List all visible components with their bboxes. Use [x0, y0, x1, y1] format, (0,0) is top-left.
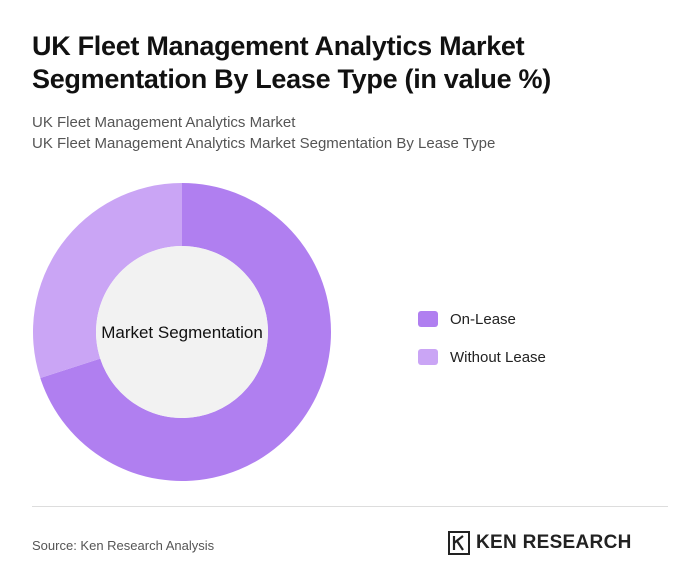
chart-title: UK Fleet Management Analytics Market Seg… [32, 31, 551, 94]
legend-swatch-on-lease [418, 311, 438, 327]
ken-research-logo: KEN RESEARCH [448, 531, 632, 555]
donut-hole [96, 246, 268, 418]
chart-legend: On-Lease Without Lease [418, 300, 546, 376]
donut-center-label: Market Segmentation [101, 323, 263, 342]
donut-chart: Market Segmentation [32, 183, 332, 481]
brand-name: KEN RESEARCH [476, 532, 632, 553]
source-note: Source: Ken Research Analysis [32, 538, 215, 553]
legend-label-on-lease: On-Lease [450, 310, 516, 328]
legend-label-without-lease: Without Lease [450, 348, 546, 366]
legend-item-without-lease: Without Lease [418, 338, 546, 376]
ken-research-k-logo-icon [448, 531, 470, 555]
legend-swatch-without-lease [418, 349, 438, 365]
donut-slice-without-lease [32, 183, 183, 379]
legend-item-on-lease: On-Lease [418, 300, 546, 338]
chart-subtitle-market: UK Fleet Management Analytics Market [32, 114, 296, 131]
chart-subtitle-segmentation: UK Fleet Management Analytics Market Seg… [32, 135, 496, 152]
footer-divider [32, 506, 668, 507]
donut-slice-on-lease [40, 183, 332, 481]
